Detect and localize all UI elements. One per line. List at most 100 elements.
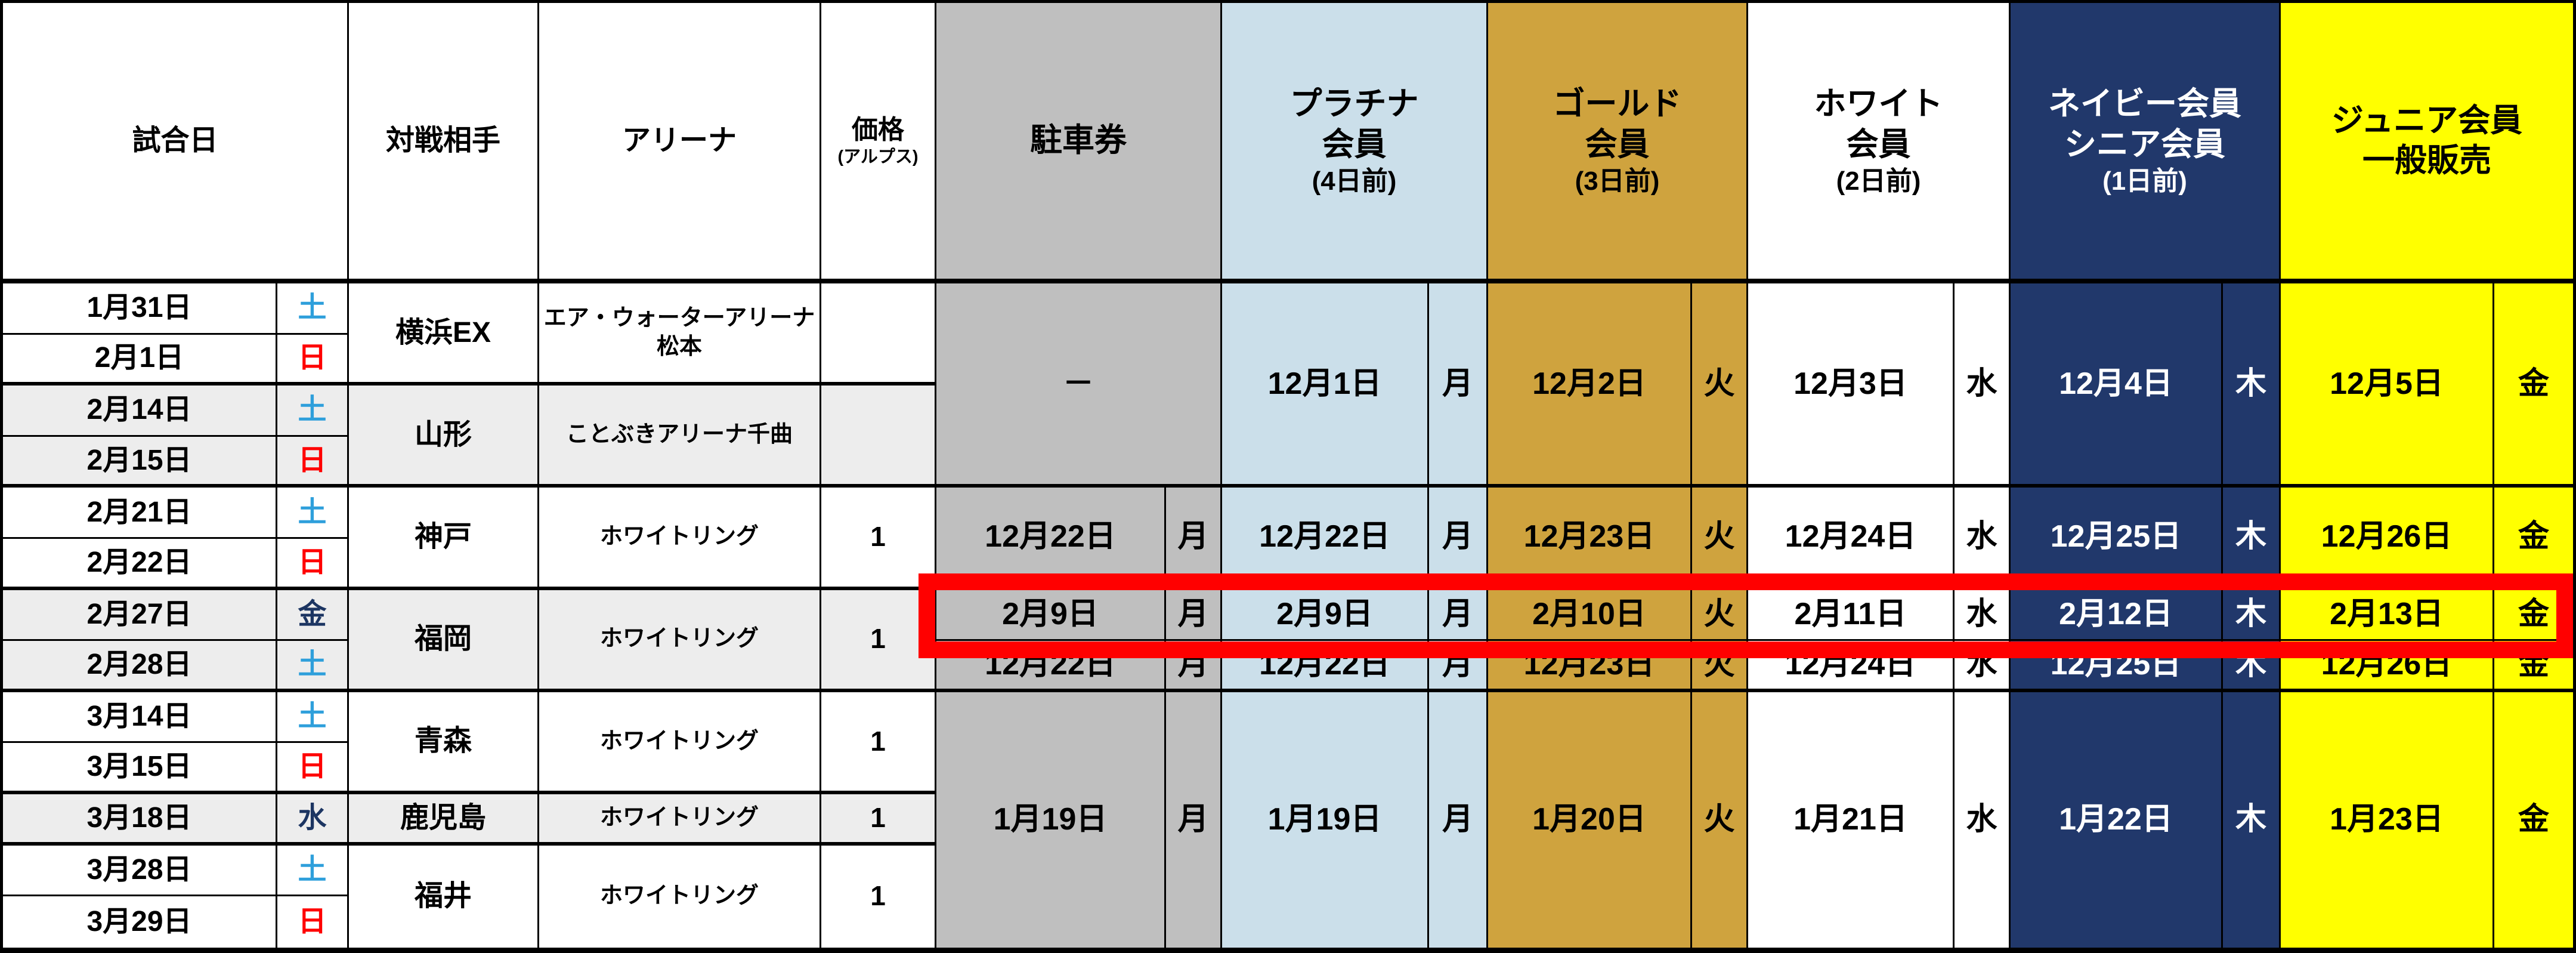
cell-day-of-week: 水 xyxy=(277,794,349,846)
cell-navy-day: 木 xyxy=(2223,488,2281,590)
cell-platinum-date: 12月1日 xyxy=(1222,283,1429,488)
cell-opponent: 鹿児島 xyxy=(349,794,539,846)
cell-junior-date: 12月26日 xyxy=(2281,641,2494,692)
cell-navy-date: 12月25日 xyxy=(2011,488,2223,590)
cell-arena: ホワイトリング xyxy=(539,692,821,794)
cell-junior-day: 金 xyxy=(2494,283,2573,488)
cell-match-date: 3月29日 xyxy=(3,896,277,948)
cell-match-date: 2月1日 xyxy=(3,334,277,386)
cell-price xyxy=(821,385,936,488)
header-navy-line3: (1日前) xyxy=(2102,166,2187,196)
cell-opponent: 神戸 xyxy=(349,488,539,590)
cell-parking-date: 12月22日 xyxy=(936,641,1166,692)
header-gold-line2: 会員 xyxy=(1585,126,1650,162)
cell-gold-day: 火 xyxy=(1692,283,1748,488)
cell-gold-day: 火 xyxy=(1692,488,1748,590)
header-platinum-line1: プラチナ xyxy=(1289,86,1419,122)
cell-match-date: 1月31日 xyxy=(3,283,277,335)
cell-platinum-date: 12月22日 xyxy=(1222,488,1429,590)
header-navy-line2: シニア会員 xyxy=(2064,126,2225,162)
cell-junior-day: 金 xyxy=(2494,590,2573,641)
cell-gold-day: 火 xyxy=(1692,590,1748,641)
header-opponent: 対戦相手 xyxy=(349,3,539,283)
cell-junior-day: 金 xyxy=(2494,488,2573,590)
cell-opponent: 山形 xyxy=(349,385,539,488)
cell-navy-day: 木 xyxy=(2223,641,2281,692)
cell-white-day: 水 xyxy=(1955,283,2011,488)
cell-platinum-day: 月 xyxy=(1429,488,1488,590)
header-price-sub: (アルプス) xyxy=(837,147,919,167)
cell-parking-date: 12月22日 xyxy=(936,488,1166,590)
cell-day-of-week: 日 xyxy=(277,896,349,948)
cell-day-of-week: 土 xyxy=(277,488,349,539)
cell-navy-date: 12月4日 xyxy=(2011,283,2223,488)
cell-price: 1 xyxy=(821,794,936,846)
cell-match-date: 2月14日 xyxy=(3,385,277,437)
cell-match-date: 3月28日 xyxy=(3,845,277,897)
cell-junior-date: 2月13日 xyxy=(2281,590,2494,641)
cell-white-day: 水 xyxy=(1955,641,2011,692)
cell-parking-day: 月 xyxy=(1166,641,1222,692)
header-parking: 駐車券 xyxy=(936,3,1222,283)
cell-white-date: 1月21日 xyxy=(1748,692,1955,948)
cell-day-of-week: 土 xyxy=(277,385,349,437)
cell-arena: ホワイトリング xyxy=(539,845,821,948)
header-platinum-line2: 会員 xyxy=(1322,126,1387,162)
cell-match-date: 2月15日 xyxy=(3,436,277,488)
cell-platinum-date: 1月19日 xyxy=(1222,692,1429,948)
header-junior-line2: 一般販売 xyxy=(2362,143,2491,178)
cell-junior-date: 12月5日 xyxy=(2281,283,2494,488)
cell-day-of-week: 日 xyxy=(277,436,349,488)
cell-match-date: 3月14日 xyxy=(3,692,277,744)
cell-junior-day: 金 xyxy=(2494,641,2573,692)
cell-gold-date: 2月10日 xyxy=(1488,590,1692,641)
cell-opponent: 福岡 xyxy=(349,590,539,692)
cell-gold-date: 1月20日 xyxy=(1488,692,1692,948)
header-navy-line1: ネイビー会員 xyxy=(2048,86,2241,122)
cell-platinum-day: 月 xyxy=(1429,590,1488,641)
cell-price: 1 xyxy=(821,488,936,590)
header-price-main: 価格 xyxy=(852,115,904,145)
cell-junior-date: 1月23日 xyxy=(2281,692,2494,948)
cell-match-date: 2月28日 xyxy=(3,641,277,692)
cell-navy-day: 木 xyxy=(2223,283,2281,488)
cell-price xyxy=(821,283,936,386)
cell-platinum-day: 月 xyxy=(1429,283,1488,488)
header-gold-line1: ゴールド xyxy=(1553,86,1682,122)
header-price: 価格 (アルプス) xyxy=(821,3,936,283)
cell-navy-day: 木 xyxy=(2223,590,2281,641)
cell-gold-day: 火 xyxy=(1692,692,1748,948)
cell-platinum-date: 2月9日 xyxy=(1222,590,1429,641)
cell-price: 1 xyxy=(821,845,936,948)
cell-arena: エア・ウォーターアリーナ 松本 xyxy=(539,283,821,386)
cell-price: 1 xyxy=(821,692,936,794)
cell-arena: ホワイトリング xyxy=(539,794,821,846)
cell-parking-date: 2月9日 xyxy=(936,590,1166,641)
cell-gold-date: 12月23日 xyxy=(1488,488,1692,590)
cell-junior-date: 12月26日 xyxy=(2281,488,2494,590)
cell-parking-day: 月 xyxy=(1166,488,1222,590)
cell-arena: ホワイトリング xyxy=(539,590,821,692)
cell-price: 1 xyxy=(821,590,936,692)
cell-opponent: 横浜EX xyxy=(349,283,539,386)
cell-opponent: 福井 xyxy=(349,845,539,948)
cell-white-date: 12月24日 xyxy=(1748,641,1955,692)
cell-day-of-week: 土 xyxy=(277,283,349,335)
cell-parking-date: 1月19日 xyxy=(936,692,1166,948)
header-arena: アリーナ xyxy=(539,3,821,283)
header-platinum: プラチナ 会員 (4日前) xyxy=(1222,3,1488,283)
cell-day-of-week: 金 xyxy=(277,590,349,641)
cell-white-date: 2月11日 xyxy=(1748,590,1955,641)
cell-navy-day: 木 xyxy=(2223,692,2281,948)
header-white-line3: (2日前) xyxy=(1836,166,1921,196)
cell-parking-day: 月 xyxy=(1166,590,1222,641)
header-white-line1: ホワイト xyxy=(1814,86,1943,122)
cell-junior-day: 金 xyxy=(2494,692,2573,948)
cell-white-date: 12月3日 xyxy=(1748,283,1955,488)
header-match-date: 試合日 xyxy=(3,3,349,283)
cell-match-date: 3月18日 xyxy=(3,794,277,846)
cell-white-day: 水 xyxy=(1955,488,2011,590)
cell-opponent: 青森 xyxy=(349,692,539,794)
cell-match-date: 3月15日 xyxy=(3,743,277,794)
